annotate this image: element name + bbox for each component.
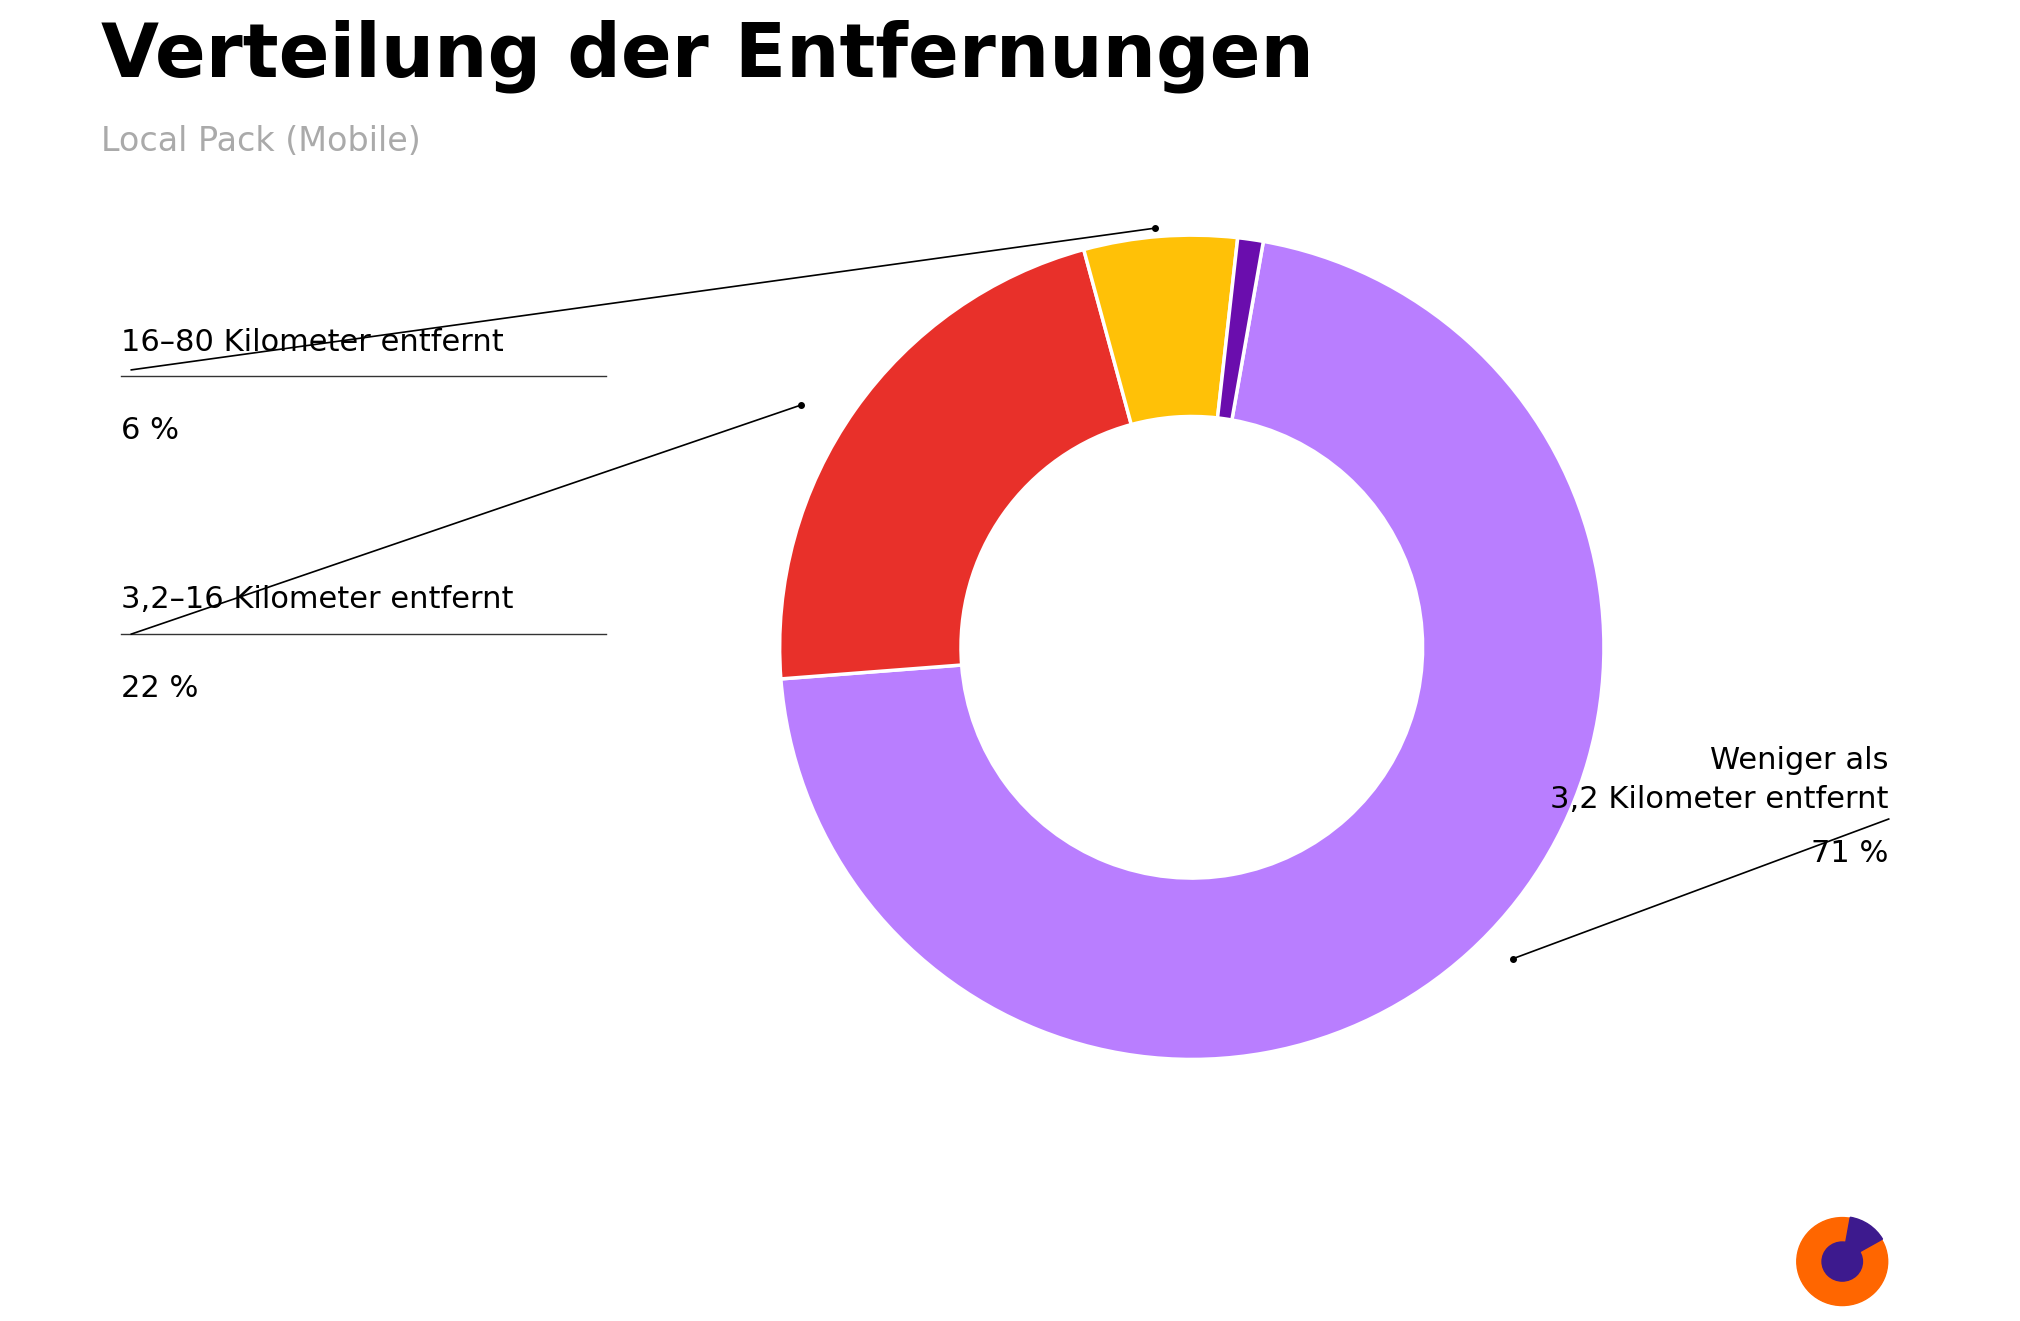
Text: Local Pack (Mobile): Local Pack (Mobile) xyxy=(101,125,420,159)
Wedge shape xyxy=(1085,235,1238,424)
Text: 22 %: 22 % xyxy=(121,674,198,703)
Text: 6 %: 6 % xyxy=(121,416,180,445)
Text: semrush.com: semrush.com xyxy=(61,1250,230,1273)
Wedge shape xyxy=(782,242,1604,1059)
Wedge shape xyxy=(1218,238,1262,420)
Circle shape xyxy=(1798,1218,1887,1305)
Wedge shape xyxy=(780,250,1131,679)
Wedge shape xyxy=(1842,1217,1883,1262)
Text: SEMRUSH: SEMRUSH xyxy=(1802,1247,1969,1276)
Text: 71 %: 71 % xyxy=(1812,839,1889,868)
Text: Verteilung der Entfernungen: Verteilung der Entfernungen xyxy=(101,20,1313,94)
Text: Weniger als
3,2 Kilometer entfernt: Weniger als 3,2 Kilometer entfernt xyxy=(1549,746,1889,814)
Text: 16–80 Kilometer entfernt: 16–80 Kilometer entfernt xyxy=(121,328,503,357)
Circle shape xyxy=(1822,1242,1862,1281)
Text: 3,2–16 Kilometer entfernt: 3,2–16 Kilometer entfernt xyxy=(121,585,513,614)
